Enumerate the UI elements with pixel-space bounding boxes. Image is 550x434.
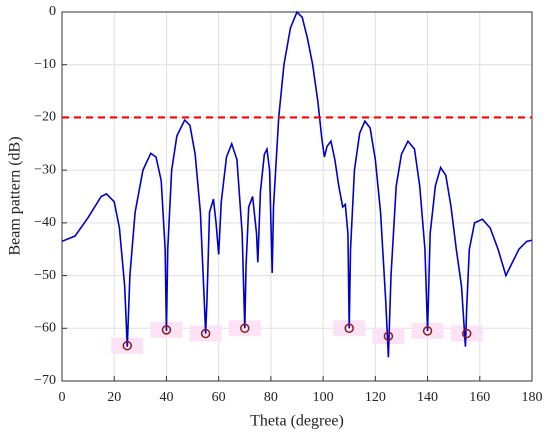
y-tick-label: 0 — [49, 4, 56, 19]
x-tick-label: 40 — [159, 390, 173, 405]
y-tick-label: −20 — [34, 110, 56, 125]
marker-highlight — [450, 325, 483, 342]
null-marker — [122, 340, 133, 351]
y-tick-label: −30 — [34, 162, 56, 177]
x-tick-label: 20 — [107, 390, 121, 405]
y-tick-label: −70 — [34, 373, 56, 388]
null-marker — [461, 328, 472, 339]
null-marker — [422, 326, 433, 336]
null-marker — [240, 323, 250, 334]
y-tick-label: −40 — [34, 215, 56, 230]
x-axis-label: Theta (degree) — [250, 413, 344, 430]
y-tick-label: −60 — [34, 321, 56, 336]
null-marker — [161, 325, 172, 335]
x-tick-label: 100 — [313, 390, 334, 405]
beam-line — [61, 10, 533, 358]
null-marker — [200, 328, 211, 339]
y-tick-label: −50 — [34, 268, 56, 283]
x-tick-label: 140 — [417, 390, 438, 405]
x-tick-label: 180 — [522, 390, 543, 405]
y-axis-label: Beam pattern (dB) — [7, 136, 24, 255]
x-tick-label: 160 — [469, 390, 490, 405]
null-marker — [344, 323, 354, 334]
x-tick-label: 60 — [212, 390, 226, 405]
x-tick-label: 120 — [365, 390, 386, 405]
x-tick-label: 0 — [59, 390, 66, 405]
null-marker — [383, 331, 394, 341]
x-tick-label: 80 — [264, 390, 278, 405]
y-tick-label: −10 — [34, 57, 56, 72]
